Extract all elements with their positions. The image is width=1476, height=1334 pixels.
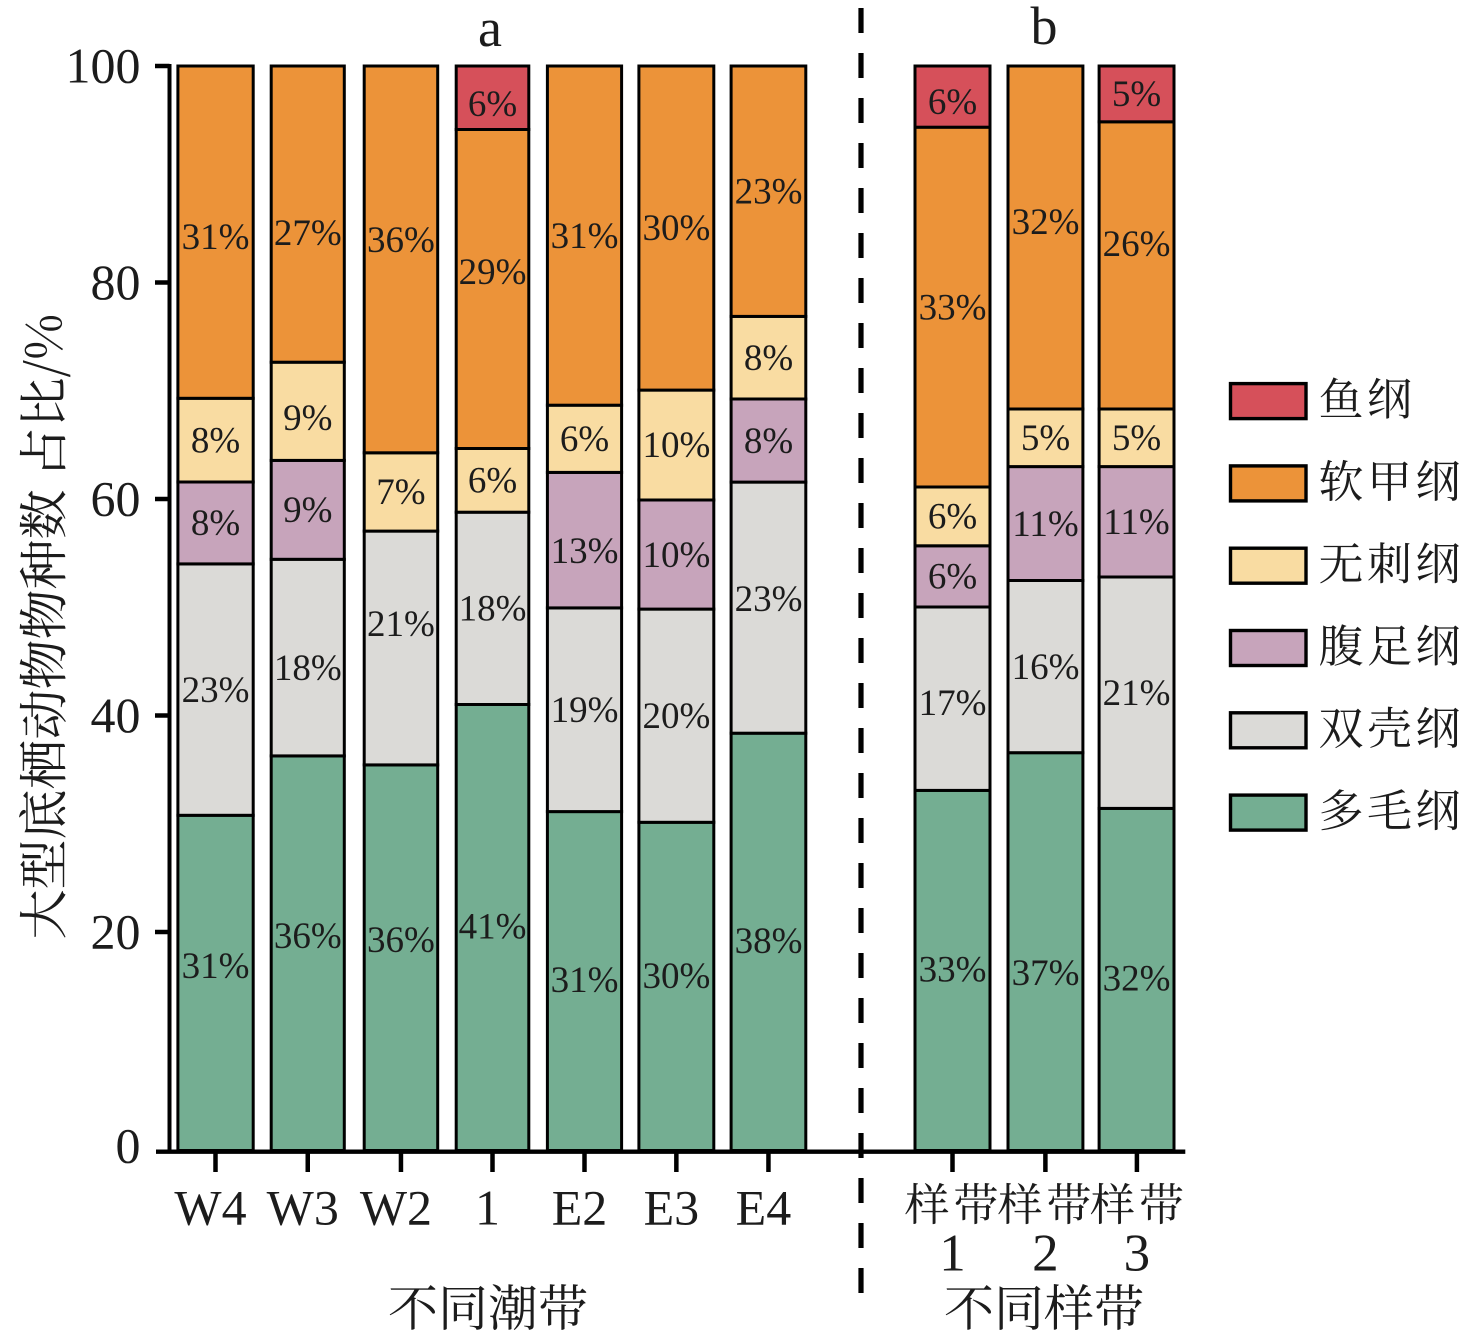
svg-text:E4: E4 xyxy=(736,1180,792,1236)
svg-text:8%: 8% xyxy=(191,503,240,544)
svg-text:27%: 27% xyxy=(274,213,342,254)
svg-text:10%: 10% xyxy=(642,425,710,466)
svg-text:5%: 5% xyxy=(1112,74,1161,115)
svg-text:7%: 7% xyxy=(376,472,425,513)
svg-text:41%: 41% xyxy=(459,907,527,948)
svg-text:8%: 8% xyxy=(744,421,793,462)
svg-text:11%: 11% xyxy=(1012,504,1078,545)
svg-text:37%: 37% xyxy=(1012,953,1080,994)
svg-text:8%: 8% xyxy=(191,420,240,461)
svg-text:31%: 31% xyxy=(551,960,619,1001)
svg-text:31%: 31% xyxy=(551,216,619,257)
svg-text:80: 80 xyxy=(91,254,141,310)
svg-text:5%: 5% xyxy=(1021,418,1070,459)
svg-text:9%: 9% xyxy=(283,398,332,439)
svg-text:11%: 11% xyxy=(1103,502,1169,543)
svg-text:1: 1 xyxy=(475,1180,500,1236)
svg-text:6%: 6% xyxy=(468,84,517,125)
svg-text:6%: 6% xyxy=(928,497,977,538)
svg-text:32%: 32% xyxy=(1103,959,1171,1000)
svg-text:6%: 6% xyxy=(468,461,517,502)
svg-text:20: 20 xyxy=(91,904,141,960)
svg-text:10%: 10% xyxy=(642,535,710,576)
svg-text:21%: 21% xyxy=(367,604,435,645)
svg-text:36%: 36% xyxy=(367,220,435,261)
svg-text:3: 3 xyxy=(1124,1225,1151,1283)
svg-text:36%: 36% xyxy=(274,916,342,957)
svg-text:38%: 38% xyxy=(735,921,803,962)
svg-text:31%: 31% xyxy=(182,217,250,258)
svg-text:6%: 6% xyxy=(560,419,609,460)
svg-text:19%: 19% xyxy=(551,690,619,731)
svg-text:17%: 17% xyxy=(919,683,987,724)
svg-text:30%: 30% xyxy=(642,208,710,249)
svg-text:20%: 20% xyxy=(642,696,710,737)
svg-text:18%: 18% xyxy=(459,589,527,630)
svg-text:E3: E3 xyxy=(644,1180,700,1236)
svg-text:16%: 16% xyxy=(1012,647,1080,688)
svg-text:33%: 33% xyxy=(919,950,987,991)
svg-text:W2: W2 xyxy=(360,1180,432,1236)
svg-text:6%: 6% xyxy=(928,82,977,123)
svg-text:b: b xyxy=(1031,0,1058,56)
svg-text:23%: 23% xyxy=(735,171,803,212)
svg-text:2: 2 xyxy=(1032,1225,1059,1283)
svg-text:5%: 5% xyxy=(1112,418,1161,459)
svg-text:32%: 32% xyxy=(1012,202,1080,243)
svg-text:26%: 26% xyxy=(1103,224,1171,265)
svg-text:30%: 30% xyxy=(642,956,710,997)
svg-text:29%: 29% xyxy=(459,252,527,293)
svg-text:W3: W3 xyxy=(267,1180,339,1236)
svg-text:36%: 36% xyxy=(367,920,435,961)
svg-text:60: 60 xyxy=(91,471,141,527)
svg-text:40: 40 xyxy=(91,687,141,743)
svg-text:E2: E2 xyxy=(552,1180,608,1236)
svg-text:13%: 13% xyxy=(551,531,619,572)
svg-text:a: a xyxy=(478,0,502,58)
svg-text:9%: 9% xyxy=(283,490,332,531)
svg-text:100: 100 xyxy=(66,38,141,94)
svg-text:23%: 23% xyxy=(735,579,803,620)
svg-text:33%: 33% xyxy=(919,287,987,328)
svg-text:1: 1 xyxy=(939,1225,966,1283)
svg-text:W4: W4 xyxy=(174,1180,246,1236)
svg-text:21%: 21% xyxy=(1103,673,1171,714)
svg-text:23%: 23% xyxy=(182,670,250,711)
svg-text:8%: 8% xyxy=(744,338,793,379)
svg-text:0: 0 xyxy=(116,1118,141,1174)
svg-text:18%: 18% xyxy=(274,648,342,689)
svg-text:6%: 6% xyxy=(928,557,977,598)
svg-text:31%: 31% xyxy=(182,946,250,987)
